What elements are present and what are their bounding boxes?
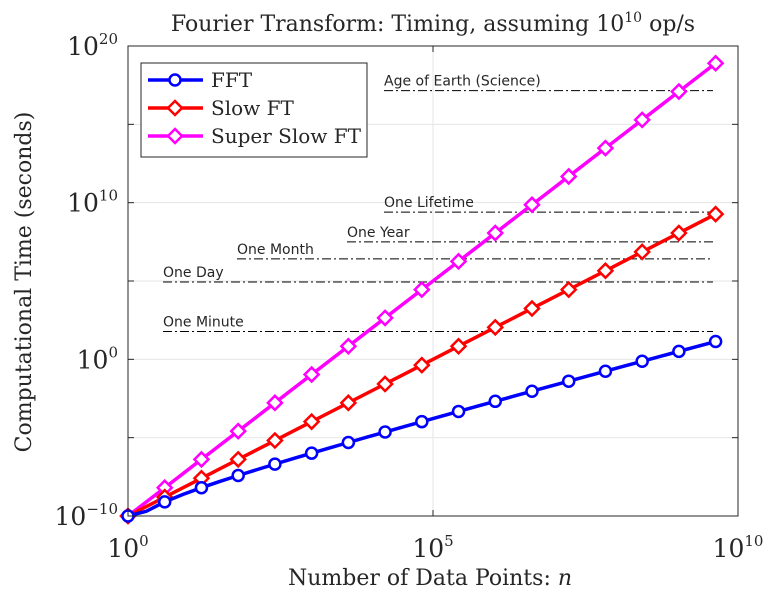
- data-point: [229, 450, 247, 469]
- data-point: [561, 374, 576, 388]
- reference-line-label: One Day: [163, 265, 224, 281]
- legend-item: Slow FT: [148, 96, 294, 120]
- data-point: [266, 394, 284, 412]
- reference-line-label: One Minute: [163, 314, 244, 330]
- data-point: [486, 224, 505, 242]
- data-point: [451, 404, 466, 419]
- data-point: [376, 309, 394, 327]
- reference-line-label: Age of Earth (Science): [384, 74, 541, 90]
- data-point: [486, 318, 505, 337]
- data-point: [194, 480, 209, 495]
- data-point: [596, 261, 615, 280]
- data-point: [672, 344, 686, 359]
- legend-item: FFT: [148, 68, 253, 92]
- data-point: [635, 354, 649, 369]
- legend: FFT Slow FT Super Slow FT: [140, 62, 368, 158]
- data-point: [633, 243, 651, 261]
- y-tick-label: 1010: [67, 187, 118, 218]
- x-tick-label: 105: [412, 532, 453, 563]
- data-point: [302, 412, 321, 431]
- data-point: [523, 195, 541, 214]
- y-tick-label: 100: [77, 343, 118, 374]
- data-point: [415, 414, 429, 429]
- reference-line-label: One Lifetime: [384, 195, 474, 211]
- data-point: [339, 394, 358, 412]
- y-tick-label: 10−10: [55, 500, 118, 531]
- data-point: [523, 299, 541, 318]
- reference-line-label: One Month: [237, 242, 314, 258]
- data-point: [708, 334, 723, 349]
- data-point: [166, 127, 184, 145]
- y-tick-label: 1020: [67, 30, 118, 61]
- legend-label: FFT: [211, 68, 253, 92]
- legend-label: Super Slow FT: [211, 124, 362, 148]
- chart-title: Fourier Transform: Timing, assuming 1010…: [171, 10, 695, 37]
- legend-label: Slow FT: [211, 96, 294, 120]
- data-point: [168, 73, 182, 87]
- data-point: [559, 280, 578, 299]
- x-tick-label: 100: [107, 532, 148, 563]
- data-point: [449, 252, 468, 271]
- data-point: [229, 422, 247, 440]
- data-point: [670, 224, 688, 242]
- x-axis-label: Number of Data Points: n: [288, 566, 572, 591]
- data-point: [166, 99, 184, 117]
- x-tick-label: 1010: [713, 532, 764, 563]
- data-point: [192, 450, 211, 469]
- labels: Fourier Transform: Timing, assuming 1010…: [12, 10, 695, 591]
- data-point: [449, 337, 468, 355]
- data-point: [231, 468, 245, 483]
- data-point: [302, 365, 321, 384]
- data-point: [413, 356, 431, 374]
- data-point: [268, 457, 282, 471]
- data-point: [706, 54, 725, 73]
- reference-lines: One Minute One Day One Month One Year One Li…: [163, 74, 713, 332]
- data-point: [304, 446, 319, 460]
- data-point: [633, 111, 651, 129]
- data-point: [670, 82, 688, 101]
- data-point: [706, 205, 725, 223]
- data-point: [157, 495, 172, 509]
- data-point: [559, 167, 578, 186]
- data-point: [488, 394, 503, 409]
- reference-line-label: One Year: [347, 225, 410, 241]
- data-point: [378, 425, 392, 439]
- series-super-slow-ft: [119, 54, 725, 525]
- data-point: [596, 139, 615, 157]
- data-point: [525, 384, 539, 398]
- data-point: [376, 375, 394, 393]
- data-point: [598, 364, 613, 378]
- data-point: [413, 280, 431, 299]
- data-point: [339, 337, 358, 355]
- y-axis-label: Computational Time (seconds): [12, 112, 37, 453]
- data-point: [266, 431, 284, 450]
- legend-item: Super Slow FT: [148, 124, 362, 148]
- data-point: [341, 435, 356, 450]
